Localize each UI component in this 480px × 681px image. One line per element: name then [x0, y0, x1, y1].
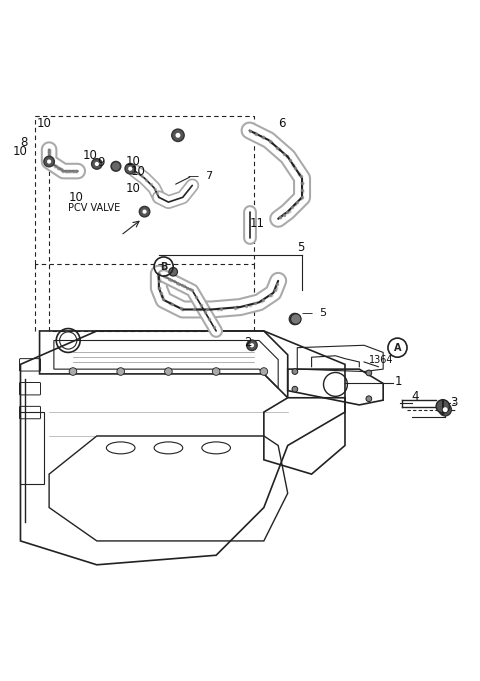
Text: 8: 8 — [20, 136, 28, 149]
Text: 5: 5 — [297, 241, 305, 254]
Text: 2: 2 — [244, 336, 252, 349]
Circle shape — [139, 206, 150, 217]
Circle shape — [111, 161, 120, 171]
Text: PCV VALVE: PCV VALVE — [68, 203, 120, 213]
Text: B: B — [160, 262, 168, 272]
Circle shape — [92, 159, 102, 169]
Circle shape — [260, 368, 268, 375]
Text: 10: 10 — [68, 191, 83, 204]
Circle shape — [292, 368, 298, 375]
Circle shape — [366, 396, 372, 402]
Text: 10: 10 — [130, 165, 145, 178]
Text: 10: 10 — [13, 146, 28, 159]
Circle shape — [443, 407, 448, 412]
Circle shape — [247, 340, 257, 351]
Circle shape — [290, 314, 301, 324]
Text: 4: 4 — [412, 390, 420, 403]
Text: 10: 10 — [37, 117, 52, 130]
Circle shape — [69, 368, 77, 375]
Text: 9: 9 — [97, 157, 104, 170]
Circle shape — [436, 400, 449, 413]
Text: 3: 3 — [450, 396, 457, 409]
Text: —  7: — 7 — [188, 171, 213, 181]
Circle shape — [250, 343, 254, 347]
Circle shape — [366, 370, 372, 376]
Text: 10: 10 — [125, 155, 140, 168]
Text: 10: 10 — [83, 149, 97, 162]
Circle shape — [165, 368, 172, 375]
Circle shape — [143, 210, 147, 214]
Circle shape — [47, 159, 51, 163]
Text: 1: 1 — [395, 375, 403, 387]
Circle shape — [439, 404, 451, 416]
Circle shape — [128, 167, 132, 171]
Text: 6: 6 — [278, 117, 286, 130]
Circle shape — [169, 268, 178, 276]
Text: 11: 11 — [250, 217, 264, 230]
Text: A: A — [394, 343, 401, 353]
Circle shape — [176, 133, 180, 138]
Circle shape — [212, 368, 220, 375]
Circle shape — [95, 162, 99, 166]
Text: 10: 10 — [125, 183, 140, 195]
Circle shape — [292, 386, 298, 392]
Circle shape — [289, 313, 300, 325]
Circle shape — [125, 163, 135, 174]
Text: —  5: — 5 — [302, 308, 327, 318]
Circle shape — [172, 129, 184, 142]
Circle shape — [117, 368, 124, 375]
Circle shape — [44, 157, 54, 167]
Text: 1364: 1364 — [369, 355, 393, 364]
